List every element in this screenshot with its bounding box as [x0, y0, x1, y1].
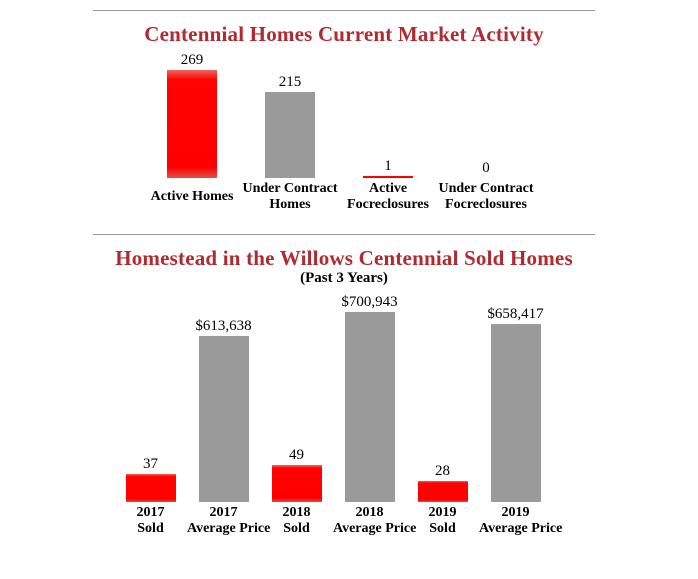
market-activity-chart-title: Centennial Homes Current Market Activity [144, 22, 544, 46]
bar-value-label: 28 [435, 462, 450, 479]
sold-homes-chart-title: Homestead in the Willows Centennial Sold… [115, 246, 573, 270]
category-label: Active Homes [150, 189, 234, 204]
category-label: 2018 Average Price [333, 505, 417, 536]
chart-column: 37 [114, 456, 187, 502]
bar [417, 480, 468, 502]
bar-value-label: 37 [143, 456, 158, 473]
chart-column: $613,638 [187, 318, 260, 502]
bar [167, 70, 217, 178]
bar-value-label: $613,638 [195, 317, 252, 334]
category-label: 2017 Average Price [187, 505, 271, 536]
chart-column: 28 [406, 463, 479, 502]
bar [363, 176, 413, 178]
category-label: Active Focreclosures [347, 181, 429, 212]
market-activity-plot-area: 269 215 1 0 [93, 52, 595, 178]
category-label: 2019 Sold [428, 505, 457, 536]
chart-column: $700,943 [333, 294, 406, 502]
chart-column: 1 [339, 158, 437, 178]
sold-homes-category-axis: 2017 Sold 2017 Average Price 2018 Sold 2018 Ave… [93, 504, 595, 538]
bar [198, 335, 249, 502]
bar-value-label: $658,417 [487, 305, 544, 322]
chart-column: 49 [260, 447, 333, 502]
middle-divider [93, 234, 595, 235]
market-activity-chart: 269 215 1 0 Active Homes Under Contract Homes… [93, 52, 595, 214]
report-page: Centennial Homes Current Market Activity… [93, 10, 595, 538]
bar-value-label: $700,943 [341, 294, 398, 310]
bar [271, 465, 322, 502]
sold-homes-plot-area: 37 $613,638 49 $700,943 28 $658,417 [93, 294, 595, 502]
bar [125, 474, 176, 502]
category-label: Under Contract Homes [242, 181, 338, 212]
sold-homes-chart-subtitle: (Past 3 Years) [300, 270, 388, 286]
sold-homes-chart: 37 $613,638 49 $700,943 28 $658,417 2017 Sold 2… [93, 294, 595, 538]
bar [265, 92, 315, 178]
bar-value-label: 0 [482, 160, 490, 176]
market-activity-category-axis: Active Homes Under Contract Homes Active Foc… [93, 180, 595, 214]
top-divider [93, 10, 595, 11]
category-label: Under Contract Focreclosures [438, 181, 534, 212]
category-label: 2019 Average Price [479, 505, 563, 536]
chart-column: 0 [437, 160, 535, 178]
bar-value-label: 215 [278, 74, 302, 90]
bar [490, 323, 541, 502]
category-label: 2018 Sold [282, 505, 311, 536]
bar [344, 312, 395, 502]
chart-column: $658,417 [479, 306, 552, 502]
bar-value-label: 49 [289, 447, 304, 463]
chart-column: 269 [143, 52, 241, 178]
category-label: 2017 Sold [136, 505, 165, 536]
bar-value-label: 269 [180, 52, 204, 69]
bar-value-label: 1 [384, 158, 392, 174]
chart-column: 215 [241, 74, 339, 178]
